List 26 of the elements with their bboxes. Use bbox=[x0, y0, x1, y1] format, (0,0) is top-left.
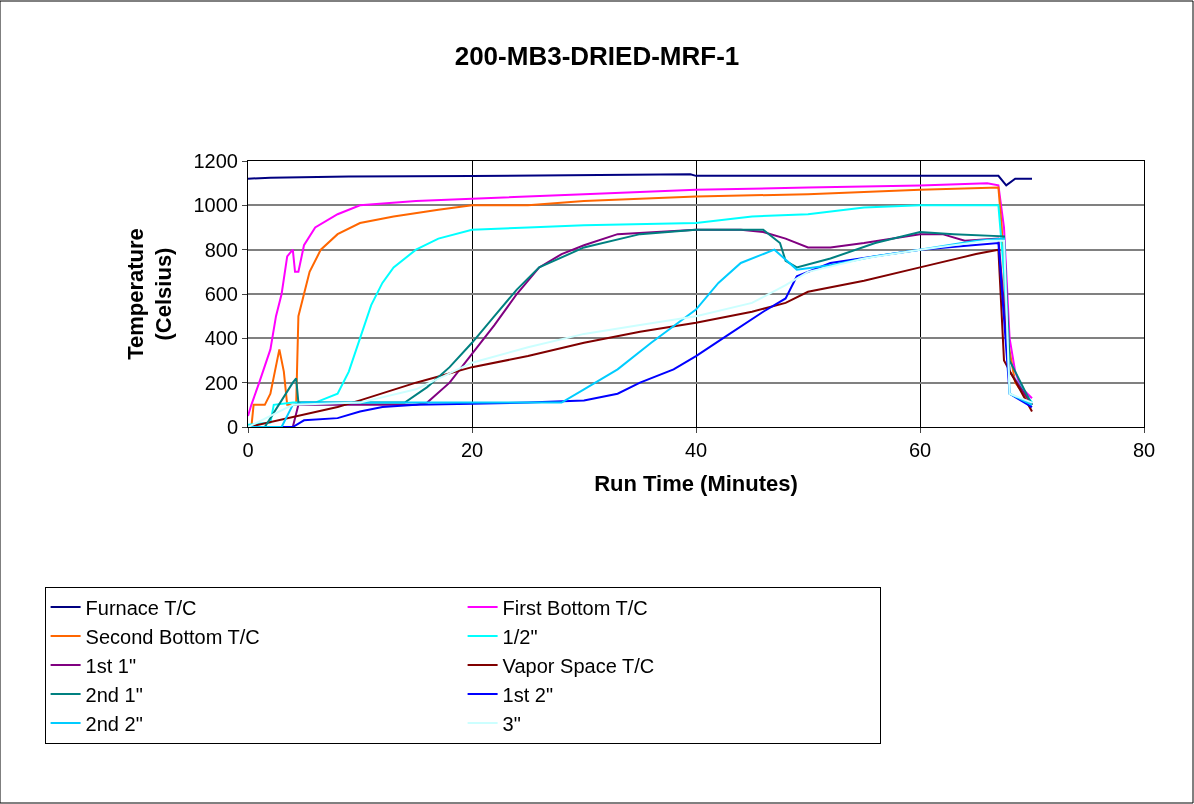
legend-label: 1/2" bbox=[502, 625, 538, 648]
legend-label: 2nd 2" bbox=[85, 712, 143, 735]
line-series bbox=[248, 173, 1033, 187]
x-tick-label: 0 bbox=[242, 439, 254, 461]
legend-label: Second Bottom T/C bbox=[85, 625, 260, 648]
chart-title: 200-MB3-DRIED-MRF-1 bbox=[454, 41, 740, 72]
y-tick-label: 1200 bbox=[193, 150, 238, 172]
legend-label: 3" bbox=[502, 712, 521, 735]
x-tick-label: 40 bbox=[684, 439, 708, 461]
legend-label: Vapor Space T/C bbox=[502, 654, 655, 677]
y-tick-label: 200 bbox=[204, 371, 238, 394]
y-axis-title: Temperature (Celsius) bbox=[122, 228, 177, 360]
y-tick-label: 400 bbox=[204, 327, 238, 350]
legend-label: 1st 1" bbox=[85, 654, 137, 677]
legend-label: 2nd 1" bbox=[85, 683, 143, 706]
legend-label: Furnace T/C bbox=[85, 596, 197, 619]
y-tick-label: 0 bbox=[226, 416, 238, 438]
x-tick-label: 80 bbox=[1132, 439, 1156, 461]
y-tick-label: 800 bbox=[204, 238, 238, 261]
y-tick-label: 1000 bbox=[193, 194, 238, 217]
x-tick-label: 60 bbox=[908, 439, 932, 461]
legend-label: First Bottom T/C bbox=[502, 596, 648, 619]
y-tick-label: 600 bbox=[204, 283, 238, 305]
x-tick-label: 20 bbox=[460, 439, 484, 461]
x-axis-title: Run Time (Minutes) bbox=[594, 470, 798, 496]
legend-label: 1st 2" bbox=[502, 683, 554, 706]
